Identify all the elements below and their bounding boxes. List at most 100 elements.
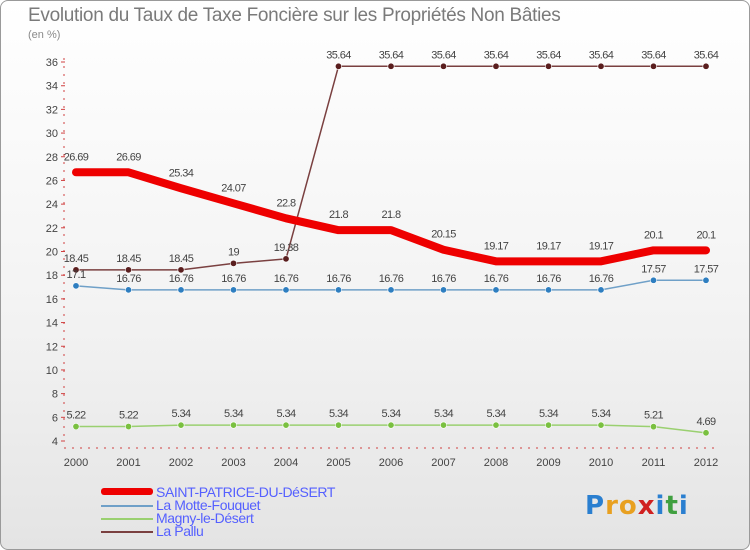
data-label: 5.34 bbox=[591, 408, 610, 420]
x-tick-label: 2004 bbox=[274, 457, 298, 469]
data-point bbox=[649, 276, 657, 284]
data-point bbox=[230, 421, 238, 429]
data-point bbox=[597, 421, 605, 429]
data-point bbox=[282, 286, 290, 294]
data-label: 5.34 bbox=[329, 408, 348, 420]
data-label: 19.38 bbox=[274, 242, 299, 254]
legend-label-la-motte-fouquet: La Motte-Fouquet bbox=[156, 497, 261, 513]
logo-letter: t bbox=[665, 491, 679, 521]
data-label: 5.34 bbox=[171, 408, 190, 420]
data-label: 17.1 bbox=[66, 269, 85, 281]
data-point bbox=[282, 255, 290, 263]
x-tick-label: 2003 bbox=[221, 457, 245, 469]
data-label: 21.8 bbox=[329, 209, 348, 221]
proxiti-logo: Proxiti bbox=[585, 491, 689, 521]
data-point bbox=[492, 421, 500, 429]
logo-letter: i bbox=[678, 491, 689, 521]
data-point bbox=[649, 423, 657, 431]
data-label: 19.17 bbox=[484, 240, 509, 252]
data-label: 35.64 bbox=[589, 49, 614, 61]
data-point bbox=[387, 421, 395, 429]
y-tick-label: 16 bbox=[46, 294, 58, 306]
x-tick-label: 2005 bbox=[326, 457, 350, 469]
data-label: 35.64 bbox=[484, 49, 509, 61]
x-tick-label: 2010 bbox=[589, 457, 613, 469]
data-label: 26.69 bbox=[64, 151, 89, 163]
x-tick-label: 2006 bbox=[379, 457, 403, 469]
data-point bbox=[492, 62, 500, 70]
x-tick-label: 2001 bbox=[116, 457, 140, 469]
data-point bbox=[72, 423, 80, 431]
legend-label-saint-patrice: SAINT-PATRICE-DU-DéSERT bbox=[156, 484, 336, 500]
logo-letter: P bbox=[585, 491, 606, 521]
data-label: 5.22 bbox=[66, 410, 85, 422]
data-label: 25.34 bbox=[169, 167, 194, 179]
data-label: 16.76 bbox=[379, 273, 404, 285]
data-point bbox=[177, 286, 185, 294]
logo-letter: x bbox=[637, 491, 656, 521]
x-tick-label: 2012 bbox=[694, 457, 718, 469]
legend-swatch-saint-patrice bbox=[101, 488, 153, 495]
data-label: 35.64 bbox=[431, 49, 456, 61]
y-tick-label: 32 bbox=[46, 104, 58, 116]
data-label: 35.64 bbox=[379, 49, 404, 61]
data-point bbox=[597, 62, 605, 70]
data-label: 5.34 bbox=[276, 408, 295, 420]
data-point bbox=[387, 286, 395, 294]
y-tick-label: 10 bbox=[46, 365, 58, 377]
data-point bbox=[439, 286, 447, 294]
data-point bbox=[177, 421, 185, 429]
data-label: 26.69 bbox=[116, 151, 141, 163]
data-label: 16.76 bbox=[536, 273, 561, 285]
y-tick-label: 6 bbox=[52, 412, 58, 424]
data-point bbox=[439, 421, 447, 429]
data-label: 21.8 bbox=[381, 209, 400, 221]
y-tick-label: 26 bbox=[46, 175, 58, 187]
data-point bbox=[125, 286, 133, 294]
y-tick-label: 36 bbox=[46, 57, 58, 69]
data-label: 5.34 bbox=[486, 408, 505, 420]
x-tick-label: 2009 bbox=[536, 457, 560, 469]
data-label: 19.17 bbox=[536, 240, 561, 252]
data-label: 4.69 bbox=[696, 416, 715, 428]
data-point bbox=[544, 286, 552, 294]
data-label: 19 bbox=[228, 246, 240, 258]
legend-swatch-la-pallu bbox=[101, 531, 153, 533]
data-point bbox=[334, 62, 342, 70]
data-point bbox=[177, 266, 185, 274]
y-tick-label: 24 bbox=[46, 199, 58, 211]
data-label: 5.21 bbox=[644, 410, 663, 422]
y-axis-unit: (en %) bbox=[28, 29, 61, 41]
data-label: 20.1 bbox=[696, 229, 715, 241]
data-point bbox=[544, 62, 552, 70]
data-label: 35.64 bbox=[641, 49, 666, 61]
data-point bbox=[702, 276, 710, 284]
y-tick-label: 22 bbox=[46, 223, 58, 235]
data-label: 16.76 bbox=[169, 273, 194, 285]
data-label: 18.45 bbox=[116, 253, 141, 265]
data-point bbox=[282, 421, 290, 429]
x-tick-label: 2007 bbox=[431, 457, 455, 469]
data-point bbox=[125, 423, 133, 431]
data-label: 35.64 bbox=[536, 49, 561, 61]
data-label: 5.34 bbox=[381, 408, 400, 420]
data-point bbox=[72, 266, 80, 274]
data-point bbox=[230, 259, 238, 267]
data-label: 16.76 bbox=[221, 273, 246, 285]
data-point bbox=[334, 286, 342, 294]
data-point bbox=[230, 286, 238, 294]
data-label: 16.76 bbox=[431, 273, 456, 285]
legend-swatch-magny-le-desert bbox=[101, 518, 153, 520]
y-tick-label: 8 bbox=[52, 389, 58, 401]
logo-letter: i bbox=[655, 491, 666, 521]
x-tick-label: 2008 bbox=[484, 457, 508, 469]
data-label: 5.34 bbox=[224, 408, 243, 420]
data-label: 5.34 bbox=[539, 408, 558, 420]
y-tick-label: 4 bbox=[52, 436, 58, 448]
logo-letter: r bbox=[605, 491, 619, 521]
data-point bbox=[125, 266, 133, 274]
y-tick-label: 28 bbox=[46, 152, 58, 164]
chart-title: Evolution du Taux de Taxe Foncière sur l… bbox=[28, 5, 561, 26]
